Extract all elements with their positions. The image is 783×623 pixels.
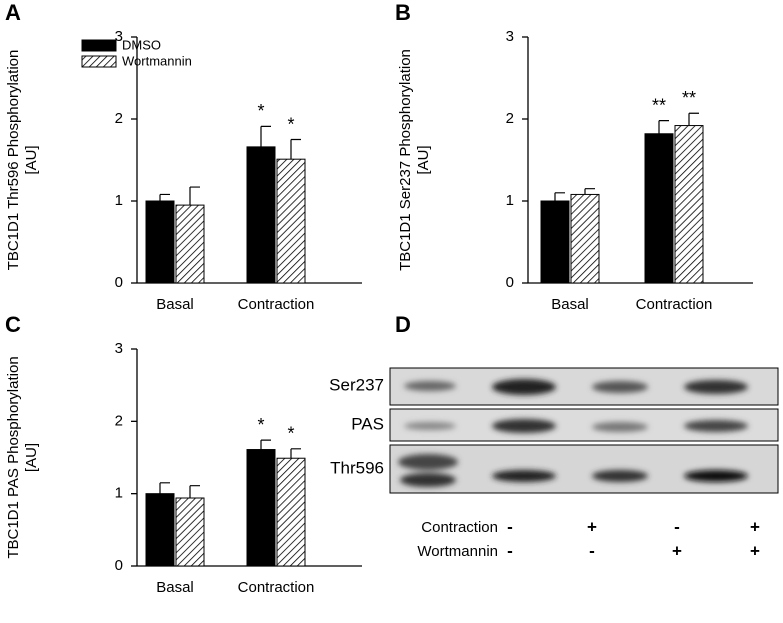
error-bar bbox=[260, 439, 271, 450]
blot-panel bbox=[389, 367, 779, 494]
error-bar bbox=[290, 448, 301, 459]
legend-swatch bbox=[81, 39, 117, 52]
condition-sign: - bbox=[589, 541, 595, 560]
condition-sign: - bbox=[674, 517, 680, 536]
significance-label: * bbox=[257, 415, 264, 435]
y-tick-label: 3 bbox=[506, 28, 514, 45]
x-tick-label: Basal bbox=[551, 296, 589, 313]
bar bbox=[246, 449, 276, 567]
bar bbox=[276, 158, 306, 284]
significance-label: ** bbox=[652, 95, 666, 115]
bar bbox=[145, 493, 175, 567]
blot-bands bbox=[398, 379, 748, 487]
condition-label: Wortmannin bbox=[417, 543, 498, 560]
y-axis-label: TBC1D1 PAS Phosphorylation bbox=[5, 356, 22, 558]
y-tick-label: 0 bbox=[115, 557, 123, 574]
y-tick-label: 0 bbox=[115, 274, 123, 291]
legend-label: Wortmannin bbox=[122, 53, 192, 68]
blot-strip bbox=[389, 444, 779, 494]
legend-swatch bbox=[81, 55, 117, 68]
bar bbox=[570, 193, 600, 284]
y-tick-label: 1 bbox=[115, 485, 123, 502]
panel-label: B bbox=[395, 0, 411, 25]
y-axis-label: TBC1D1 Ser237 Phosphorylation bbox=[397, 49, 414, 271]
significance-label: ** bbox=[682, 88, 696, 108]
error-bar bbox=[688, 112, 699, 126]
condition-sign: + bbox=[672, 541, 682, 560]
panel-label: C bbox=[5, 312, 21, 337]
error-bar bbox=[658, 120, 669, 134]
y-axis-label: [AU] bbox=[415, 145, 432, 174]
condition-sign: - bbox=[507, 541, 513, 560]
panel-label: A bbox=[5, 0, 21, 25]
error-bar bbox=[584, 188, 595, 195]
y-axis-label: [AU] bbox=[23, 145, 40, 174]
condition-sign: + bbox=[587, 517, 597, 536]
bar bbox=[175, 204, 205, 284]
y-tick-label: 3 bbox=[115, 28, 123, 45]
y-tick-label: 2 bbox=[115, 412, 123, 429]
error-bar bbox=[554, 192, 565, 201]
y-tick-label: 1 bbox=[115, 192, 123, 209]
x-tick-label: Basal bbox=[156, 296, 194, 313]
condition-sign: + bbox=[750, 541, 760, 560]
bar bbox=[540, 200, 570, 284]
x-tick-label: Basal bbox=[156, 579, 194, 596]
condition-sign: + bbox=[750, 517, 760, 536]
error-bar bbox=[159, 193, 170, 201]
bar bbox=[644, 133, 674, 284]
bar bbox=[674, 125, 704, 284]
significance-label: * bbox=[287, 424, 294, 444]
y-tick-label: 3 bbox=[115, 340, 123, 357]
bar bbox=[246, 146, 276, 284]
y-axis-label: [AU] bbox=[23, 443, 40, 472]
y-tick-label: 0 bbox=[506, 274, 514, 291]
blot-row-label: Ser237 bbox=[329, 375, 384, 394]
x-tick-label: Contraction bbox=[238, 579, 315, 596]
legend-label: DMSO bbox=[122, 37, 161, 52]
error-bar bbox=[260, 125, 271, 147]
blot-row-label: Thr596 bbox=[330, 458, 384, 477]
y-tick-label: 2 bbox=[115, 110, 123, 127]
error-bar bbox=[159, 482, 170, 494]
x-tick-label: Contraction bbox=[636, 296, 713, 313]
y-tick-label: 2 bbox=[506, 110, 514, 127]
y-tick-label: 1 bbox=[506, 192, 514, 209]
significance-label: * bbox=[257, 101, 264, 121]
error-bar bbox=[189, 485, 200, 499]
bar bbox=[276, 457, 306, 567]
blot-row-label: PAS bbox=[351, 414, 384, 433]
significance-label: * bbox=[287, 114, 294, 134]
bar bbox=[145, 200, 175, 284]
condition-label: Contraction bbox=[421, 519, 498, 536]
error-bar bbox=[290, 138, 301, 160]
y-axis-label: TBC1D1 Thr596 Phosphorylation bbox=[5, 50, 22, 271]
error-bar bbox=[189, 186, 200, 206]
x-tick-label: Contraction bbox=[238, 296, 315, 313]
condition-sign: - bbox=[507, 517, 513, 536]
bar bbox=[175, 497, 205, 567]
panel-label: D bbox=[395, 312, 411, 337]
